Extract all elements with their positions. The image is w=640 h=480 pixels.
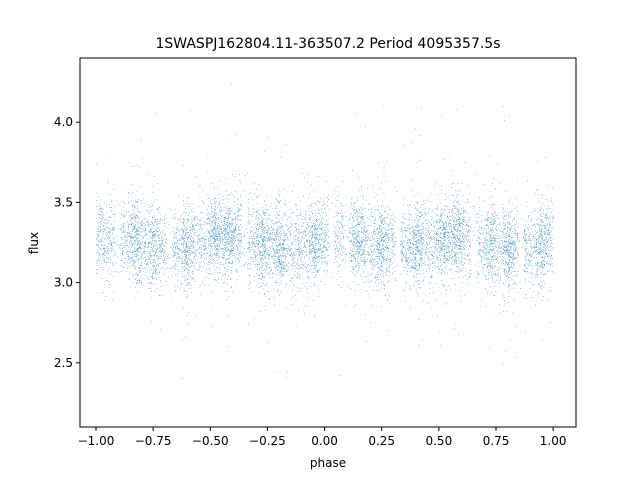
points-layer <box>96 83 554 379</box>
plot-frame <box>79 57 577 428</box>
y-axis-label: flux <box>27 232 41 254</box>
x-axis-ticks: −1.00 −0.75 −0.50 −0.25 0.00 0.25 0.50 0.75 1.00 <box>78 427 567 448</box>
data-points <box>96 83 554 379</box>
x-tick-label: −0.75 <box>135 434 172 448</box>
y-tick-label: 4.0 <box>54 115 73 129</box>
x-tick-label: 0.75 <box>483 434 510 448</box>
x-tick-label: −0.50 <box>192 434 229 448</box>
y-tick-label: 3.0 <box>54 276 73 290</box>
y-tick-label: 3.5 <box>54 195 73 209</box>
y-axis-ticks: 2.5 3.0 3.5 4.0 <box>54 115 80 370</box>
x-tick-label: 1.00 <box>540 434 567 448</box>
x-tick-label: 0.00 <box>311 434 338 448</box>
y-tick-label: 2.5 <box>54 356 73 370</box>
chart-title: 1SWASPJ162804.11-363507.2 Period 4095357… <box>155 36 500 52</box>
x-tick-label: 0.50 <box>425 434 452 448</box>
x-tick-label: −0.25 <box>249 434 286 448</box>
x-tick-label: −1.00 <box>78 434 115 448</box>
x-axis-label: phase <box>310 456 346 470</box>
x-tick-label: 0.25 <box>368 434 395 448</box>
